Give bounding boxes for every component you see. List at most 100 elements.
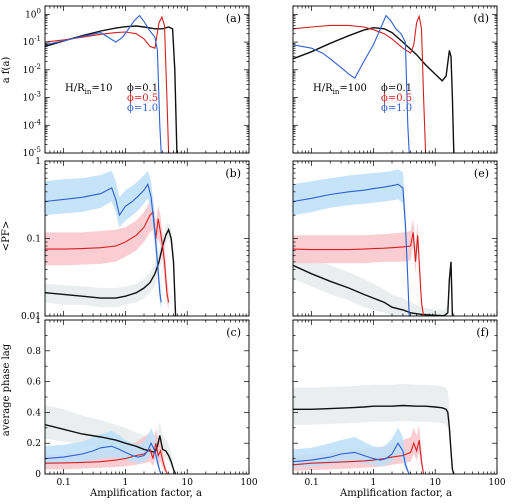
y-tick-label-a: 10-4 — [23, 118, 42, 131]
band-b-series-1 — [45, 198, 169, 310]
plot-area-d — [293, 14, 455, 153]
line-e-series-2 — [293, 183, 410, 316]
band-e-series-0 — [293, 250, 453, 316]
y-tick-exponent-a: -1 — [34, 35, 41, 43]
line-d-series-1 — [293, 14, 427, 153]
legend-title-part-d: H/R — [313, 83, 333, 94]
y-axis-label-top: a f(a) — [1, 57, 12, 84]
panel-c: 0.1 1 10 100 0 0.2 0.4 0.6 0.8 1 (c) — [27, 316, 258, 488]
panel-f: 0.1 1 10 100 (f) — [292, 319, 506, 488]
band-e-series-2 — [293, 169, 410, 316]
panel-label-a: (a) — [226, 12, 241, 25]
line-a-series-2 — [45, 14, 162, 153]
x-tick-label-f: 10 — [429, 478, 441, 488]
y-tick-base-a: 10 — [23, 121, 35, 131]
y-tick-label-c: 0.2 — [27, 439, 41, 449]
x-tick-label-f: 100 — [488, 478, 505, 488]
y-tick-label-c: 1 — [35, 316, 41, 326]
x-tick-label-c: 100 — [240, 478, 257, 488]
legend-entry-d-2: ϕ=1.0 — [381, 103, 412, 114]
panel-label-d: (d) — [473, 12, 489, 25]
line-d-series-2 — [293, 14, 410, 153]
line-c-series-2 — [45, 441, 162, 474]
plot-area-e — [293, 169, 454, 316]
line-c-series-0 — [45, 424, 177, 474]
x-tick-label-c: 0.1 — [56, 478, 70, 488]
y-tick-label-c: 0.6 — [27, 378, 42, 388]
y-tick-base-a: 10 — [23, 66, 35, 76]
y-tick-label-a: 10-2 — [23, 63, 41, 76]
band-b-series-2 — [45, 170, 162, 310]
y-tick-exponent-a: -3 — [34, 91, 41, 99]
line-b-series-1 — [45, 210, 170, 303]
band-c-series-2 — [45, 427, 162, 474]
legend-title-a: H/Rin=10 — [65, 83, 112, 96]
band-e-series-1 — [293, 218, 424, 316]
panel-label-e: (e) — [474, 167, 489, 180]
line-e-series-0 — [293, 261, 454, 316]
legend-entry-d-0: ϕ=0.1 — [381, 83, 412, 94]
line-f-series-1 — [293, 439, 425, 474]
panel-label-b: (b) — [225, 167, 241, 180]
legend-entry-a-2: ϕ=1.0 — [127, 103, 158, 114]
line-b-series-2 — [45, 182, 162, 303]
line-e-series-1 — [293, 232, 425, 316]
band-b-series-0 — [45, 222, 176, 316]
line-f-series-2 — [293, 442, 410, 474]
legend-title-part-a: H/R — [65, 83, 85, 94]
y-tick-label-c: 0.8 — [27, 347, 42, 357]
y-tick-base-a: 10 — [23, 38, 35, 48]
y-tick-exponent-a: -5 — [34, 146, 41, 154]
legend-title-value-a: =10 — [91, 83, 112, 94]
y-tick-exponent-a: -4 — [34, 118, 41, 126]
panel-label-f: (f) — [476, 326, 489, 339]
y-tick-label-b: 1 — [35, 157, 41, 167]
y-tick-label-c: 0 — [35, 470, 41, 480]
x-tick-label-c: 10 — [181, 478, 193, 488]
line-a-series-0 — [45, 25, 178, 153]
x-tick-label-c: 1 — [123, 478, 129, 488]
legend-title-value-d: =100 — [339, 83, 366, 94]
plot-area-c — [45, 404, 177, 474]
x-axis-label-right: Amplification factor, a — [339, 488, 452, 499]
axes-frame-d — [292, 5, 498, 154]
plot-area-a — [45, 14, 178, 153]
panel-d: (d) H/Rin=100 ϕ=0.1ϕ=0.5ϕ=1.0 — [292, 5, 498, 154]
plot-area-f — [293, 383, 455, 474]
legend-entry-a-0: ϕ=0.1 — [127, 83, 158, 94]
y-tick-label-c: 0.4 — [27, 408, 42, 418]
line-d-series-0 — [293, 26, 455, 153]
y-tick-base-a: 10 — [25, 10, 37, 20]
axes-frame-a — [44, 5, 250, 154]
legend-title-sub-d: in — [333, 88, 340, 96]
y-tick-exponent-a: 0 — [37, 7, 41, 15]
plot-area-b — [45, 170, 177, 316]
legend-entry-d-1: ϕ=0.5 — [381, 93, 412, 104]
y-tick-label-b: 0.01 — [21, 312, 41, 322]
panel-label-c: (c) — [226, 326, 241, 339]
line-b-series-0 — [45, 227, 177, 316]
legend-entry-a-1: ϕ=0.5 — [127, 93, 158, 104]
legend-title-sub-a: in — [85, 88, 92, 96]
y-tick-label-a: 10-1 — [23, 35, 41, 48]
y-tick-label-a: 10-5 — [23, 146, 41, 159]
y-tick-label-b: 0.1 — [27, 235, 41, 245]
x-tick-label-f: 1 — [371, 478, 377, 488]
line-a-series-1 — [45, 15, 170, 153]
y-tick-base-a: 10 — [23, 149, 35, 159]
legend-title-d: H/Rin=100 — [313, 83, 367, 96]
y-tick-exponent-a: -2 — [34, 63, 41, 71]
x-axis-label-left: Amplification factor, a — [89, 488, 202, 499]
y-axis-label-mid: <PF> — [1, 221, 12, 251]
panel-b: 0.01 0.1 1 (b) — [21, 157, 250, 322]
line-f-series-0 — [293, 404, 455, 474]
x-tick-label-f: 0.1 — [304, 478, 318, 488]
y-tick-label-a: 10-3 — [23, 91, 41, 104]
panel-e: (e) — [292, 160, 498, 317]
y-tick-label-a: 100 — [25, 7, 41, 20]
y-tick-base-a: 10 — [23, 94, 35, 104]
y-axis-label-bot: average phase lag — [1, 343, 12, 436]
